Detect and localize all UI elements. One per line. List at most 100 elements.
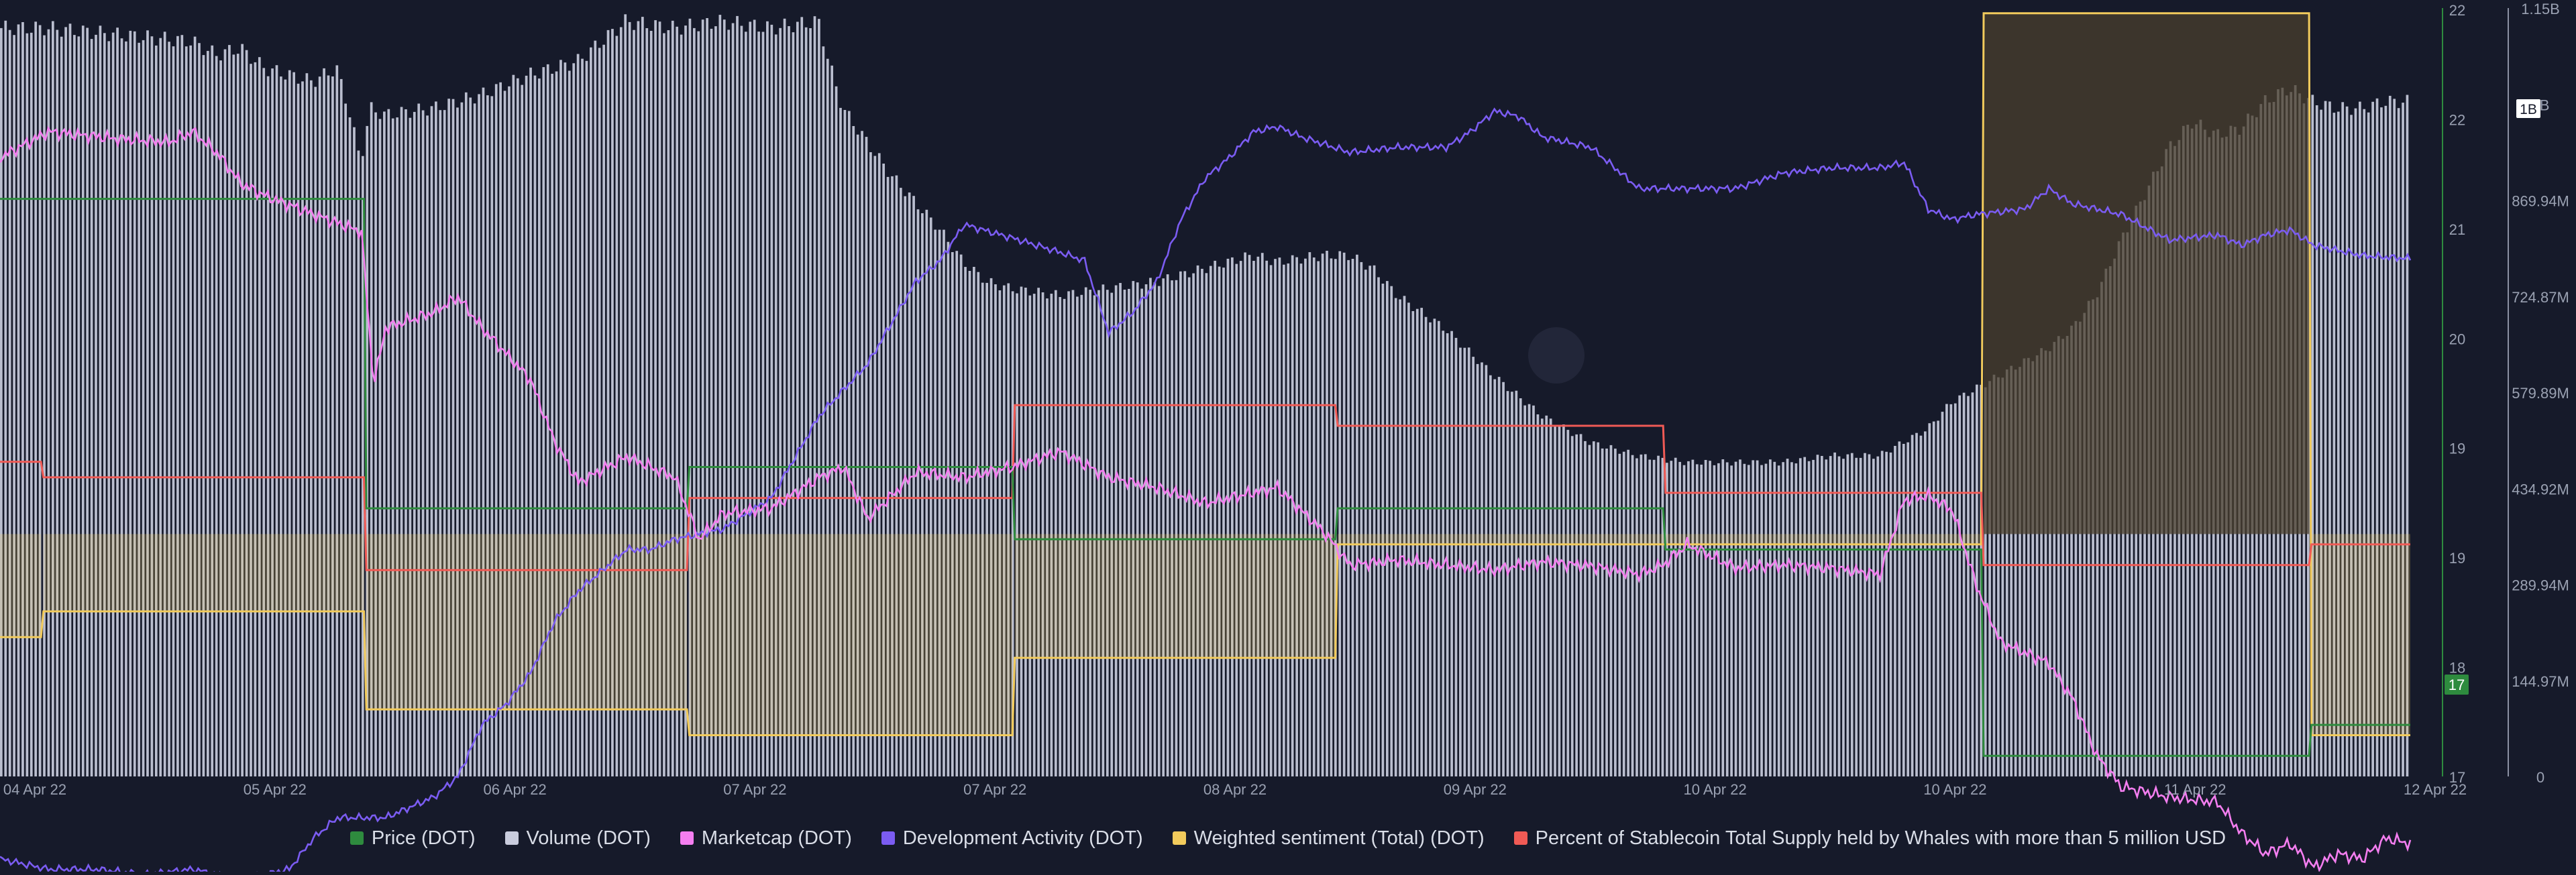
marketcap-line	[0, 125, 2412, 873]
price-axis-tick-label: 20	[2449, 331, 2465, 347]
volume-bar	[521, 84, 524, 777]
volume-bar	[1024, 288, 1027, 776]
volume-bar	[2350, 115, 2353, 777]
volume-bar	[2014, 369, 2017, 776]
volume-bar	[280, 76, 282, 777]
volume-bar	[1235, 264, 1238, 777]
volume-bar	[254, 62, 257, 776]
volume-bar	[2324, 101, 2327, 777]
volume-bar	[749, 21, 752, 776]
volume-bar	[1326, 251, 1328, 776]
legend-item[interactable]: Percent of Stablecoin Total Supply held …	[1513, 827, 2226, 850]
legend-swatch	[1513, 831, 1527, 845]
volume-bar	[314, 86, 317, 776]
volume-bar	[1059, 297, 1062, 776]
volume-bar	[2363, 109, 2366, 776]
volume-bar	[2057, 336, 2060, 776]
legend-item[interactable]: Price (DOT)	[350, 827, 476, 850]
volume-bar	[1192, 273, 1195, 777]
legend-swatch	[350, 831, 364, 845]
volume-bar	[323, 68, 325, 776]
volume-bar	[103, 33, 106, 776]
volume-bar	[641, 17, 644, 777]
volume-bar	[1097, 290, 1100, 776]
volume-bar	[1704, 460, 1707, 776]
volume-bar	[615, 36, 619, 776]
legend-item[interactable]: Marketcap (DOT)	[680, 827, 852, 850]
volume-bar	[1614, 449, 1617, 776]
volume-bar	[904, 196, 907, 777]
volume-bar	[1855, 457, 1858, 776]
volume-bar	[2371, 101, 2374, 777]
volume-bar	[1842, 459, 1845, 776]
volume-bar	[430, 106, 433, 777]
volume-bar	[176, 36, 179, 776]
volume-bar	[1545, 415, 1548, 776]
volume-bar	[1803, 457, 1807, 776]
volume-bar	[1175, 280, 1178, 776]
legend-label: Price (DOT)	[371, 827, 476, 849]
volume-bar	[1089, 290, 1091, 777]
volume-bar	[396, 117, 398, 777]
volume-bar	[1631, 455, 1634, 776]
volume-bar	[2044, 350, 2047, 776]
volume-bar	[1782, 462, 1784, 776]
volume-bar	[1110, 292, 1114, 777]
volume-bar	[339, 78, 343, 776]
volume-bar	[581, 58, 584, 777]
volume-bar	[1734, 461, 1737, 776]
volume-bar	[1295, 257, 1298, 777]
volume-bar	[2320, 109, 2322, 777]
volume-bar	[1084, 287, 1087, 776]
volume-bar	[2341, 102, 2345, 777]
volume-bar	[1037, 288, 1040, 776]
volume-bar	[1338, 251, 1342, 777]
volume-bar	[2332, 113, 2336, 777]
volume-bar	[400, 107, 403, 776]
volume-bar	[1007, 283, 1010, 776]
volume-bar	[619, 27, 623, 776]
volume-bar	[366, 125, 369, 776]
volume-bar	[1837, 456, 1841, 776]
volume-bar	[1885, 451, 1888, 776]
volume-bar	[943, 229, 945, 777]
volume-bar	[1506, 391, 1509, 776]
price-axis-tick-label: 19	[2449, 550, 2465, 567]
volume-bar	[1902, 444, 1905, 776]
legend-item[interactable]: Weighted sentiment (Total) (DOT)	[1172, 827, 1485, 850]
volume-bar	[882, 164, 885, 776]
volume-bar	[494, 84, 498, 776]
volume-axis-tick-label: 144.97M	[2512, 673, 2569, 690]
volume-bar	[258, 57, 261, 777]
legend-item[interactable]: Volume (DOT)	[504, 827, 651, 850]
price-axis-tick-label: 22	[2449, 111, 2465, 128]
volume-bar	[1317, 261, 1320, 776]
volume-bar	[64, 27, 67, 776]
volume-bar	[275, 65, 278, 777]
volume-bar	[572, 63, 576, 776]
volume-bar	[568, 70, 571, 776]
volume-bar	[309, 80, 313, 776]
volume-bar	[985, 282, 988, 776]
volume-bar	[77, 36, 80, 776]
volume-bar	[1231, 257, 1234, 776]
volume-bar	[576, 54, 580, 776]
volume-bar	[1850, 453, 1854, 776]
volume-bar	[757, 32, 760, 777]
volume-bar	[1278, 257, 1281, 777]
volume-bar	[925, 209, 928, 776]
volume-bar	[150, 36, 154, 777]
sentiment-fill	[366, 534, 687, 709]
volume-bar	[297, 83, 300, 776]
volume-bar	[211, 45, 214, 776]
volume-bar	[818, 19, 820, 777]
volume-bar	[288, 70, 291, 777]
volume-bar	[1777, 465, 1780, 776]
legend-item[interactable]: Development Activity (DOT)	[881, 827, 1143, 850]
x-axis-tick-label: 04 Apr 22	[3, 781, 66, 798]
sentiment-fill	[0, 534, 42, 638]
volume-bar	[262, 68, 266, 776]
volume-bar	[856, 134, 859, 776]
sentiment-fill	[1984, 13, 2310, 534]
